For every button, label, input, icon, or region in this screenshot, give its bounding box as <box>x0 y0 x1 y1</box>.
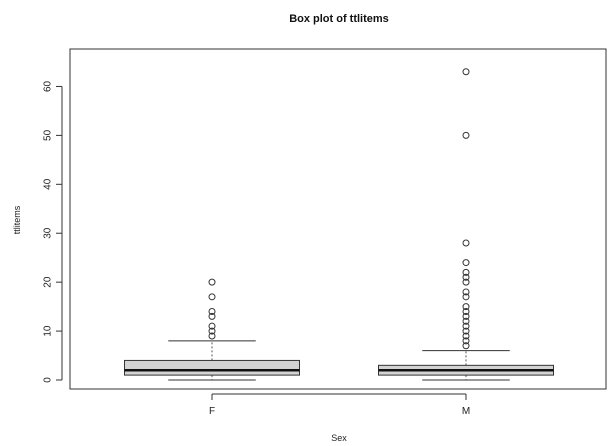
y-tick-label: 0 <box>43 377 54 383</box>
outlier-point <box>462 342 470 350</box>
y-tick-label: 20 <box>43 276 54 288</box>
outlier-point <box>208 308 216 316</box>
plot-frame <box>69 48 607 390</box>
outlier-point <box>208 293 216 301</box>
outlier-point <box>462 312 470 320</box>
outlier-point <box>462 322 470 330</box>
outlier-point <box>208 332 216 340</box>
outlier-point <box>462 278 470 286</box>
box-group-m <box>378 68 554 381</box>
y-tick-label: 10 <box>43 325 54 337</box>
outlier-point <box>462 332 470 340</box>
outlier-point <box>462 131 470 139</box>
outlier-point <box>462 337 470 345</box>
outlier-point <box>462 303 470 311</box>
outlier-point <box>462 308 470 316</box>
outlier-point <box>462 259 470 267</box>
x-tick-label: F <box>209 406 215 417</box>
outlier-point <box>462 239 470 247</box>
chart-title: Box plot of ttlitems <box>289 13 389 25</box>
outlier-point <box>462 288 470 296</box>
outlier-point <box>462 268 470 276</box>
outlier-point <box>462 293 470 301</box>
x-axis-label: Sex <box>331 433 347 443</box>
outlier-point <box>208 312 216 320</box>
y-axis-label: ttlitems <box>12 205 22 234</box>
y-tick-label: 60 <box>43 80 54 92</box>
y-tick-label: 40 <box>43 178 54 190</box>
outlier-point <box>462 68 470 76</box>
outlier-point <box>462 317 470 325</box>
outlier-point <box>208 322 216 330</box>
box-group-f <box>124 278 300 381</box>
boxes-layer <box>124 68 554 381</box>
x-tick-label: M <box>462 406 470 417</box>
outlier-point <box>208 278 216 286</box>
y-tick-label: 50 <box>43 129 54 141</box>
outlier-point <box>462 273 470 281</box>
box-iqr <box>124 359 300 376</box>
outlier-point <box>462 327 470 335</box>
y-axis: 0 10 20 30 40 50 60 <box>43 80 63 383</box>
y-tick-label: 30 <box>43 227 54 239</box>
outlier-point <box>208 327 216 335</box>
